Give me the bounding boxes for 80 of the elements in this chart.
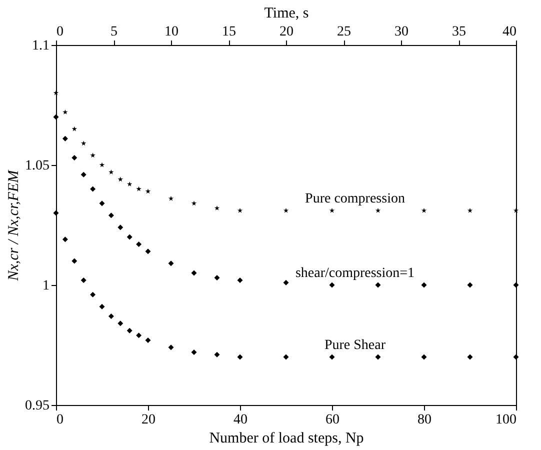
point bbox=[108, 313, 114, 319]
point bbox=[80, 277, 86, 283]
point bbox=[421, 282, 427, 288]
series-label: Pure Shear bbox=[324, 338, 386, 353]
point bbox=[168, 260, 174, 266]
point bbox=[126, 234, 132, 240]
point bbox=[329, 354, 335, 360]
point bbox=[513, 354, 519, 360]
x2-tick-label: 20 bbox=[280, 24, 294, 40]
point bbox=[72, 126, 78, 132]
point bbox=[191, 270, 197, 276]
x2-tick-label: 25 bbox=[337, 24, 351, 40]
x-tick-label: 20 bbox=[142, 412, 156, 428]
point bbox=[237, 277, 243, 283]
point bbox=[62, 136, 68, 142]
y-tick-label: 1.05 bbox=[25, 158, 50, 174]
x2-tick-label: 10 bbox=[164, 24, 178, 40]
point bbox=[90, 292, 96, 298]
point bbox=[329, 282, 335, 288]
point bbox=[283, 354, 289, 360]
x-tick-label: 80 bbox=[418, 412, 432, 428]
point bbox=[467, 282, 473, 288]
point bbox=[375, 354, 381, 360]
point bbox=[53, 114, 59, 120]
point bbox=[421, 354, 427, 360]
x2-tick-label: 15 bbox=[222, 24, 236, 40]
point bbox=[126, 181, 132, 186]
point bbox=[90, 152, 96, 158]
point bbox=[145, 248, 151, 254]
point bbox=[214, 352, 220, 358]
x-axis-title: Number of load steps, Np bbox=[209, 430, 364, 446]
point bbox=[99, 200, 105, 206]
point bbox=[53, 90, 59, 96]
point bbox=[283, 280, 289, 286]
point bbox=[72, 258, 78, 264]
point bbox=[136, 332, 142, 338]
x2-axis-title: Time, s bbox=[264, 6, 309, 22]
y-tick-label: 1 bbox=[42, 278, 50, 294]
point bbox=[513, 282, 519, 288]
point bbox=[126, 328, 132, 334]
point bbox=[191, 349, 197, 355]
point bbox=[90, 186, 96, 192]
x2-tick-label: 30 bbox=[394, 24, 408, 40]
point bbox=[168, 344, 174, 350]
x-tick-label: 0 bbox=[56, 412, 64, 428]
point bbox=[214, 205, 220, 210]
point bbox=[80, 172, 86, 178]
x-tick-label: 40 bbox=[234, 412, 248, 428]
x-tick-label: 60 bbox=[326, 412, 340, 428]
series-label: Pure compression bbox=[305, 192, 405, 207]
point bbox=[80, 140, 86, 146]
point bbox=[214, 275, 220, 281]
point bbox=[99, 162, 105, 168]
x2-tick-label: 35 bbox=[452, 24, 466, 40]
point bbox=[237, 354, 243, 360]
point bbox=[118, 224, 124, 230]
point bbox=[118, 320, 124, 326]
point bbox=[136, 241, 142, 247]
x2-tick-label: 40 bbox=[502, 24, 516, 40]
x2-tick-label: 5 bbox=[110, 24, 118, 40]
point bbox=[467, 354, 473, 360]
y-axis-title: Nx,cr / Nx,cr,FEM bbox=[6, 168, 22, 282]
point bbox=[145, 337, 151, 343]
series-label: shear/compression=1 bbox=[295, 266, 415, 281]
point bbox=[53, 210, 59, 216]
point bbox=[145, 188, 151, 194]
point bbox=[62, 236, 68, 242]
y-tick-label: 1.1 bbox=[32, 38, 50, 54]
y-tick-label: 0.95 bbox=[25, 398, 50, 414]
x2-tick-label: 0 bbox=[56, 24, 64, 40]
point bbox=[108, 212, 114, 218]
point bbox=[72, 155, 78, 161]
point bbox=[108, 169, 114, 174]
point bbox=[136, 186, 142, 192]
point bbox=[62, 109, 68, 114]
x-tick-label: 100 bbox=[496, 412, 516, 428]
point bbox=[375, 282, 381, 288]
point bbox=[99, 304, 105, 310]
point bbox=[191, 200, 197, 206]
point bbox=[118, 176, 124, 182]
